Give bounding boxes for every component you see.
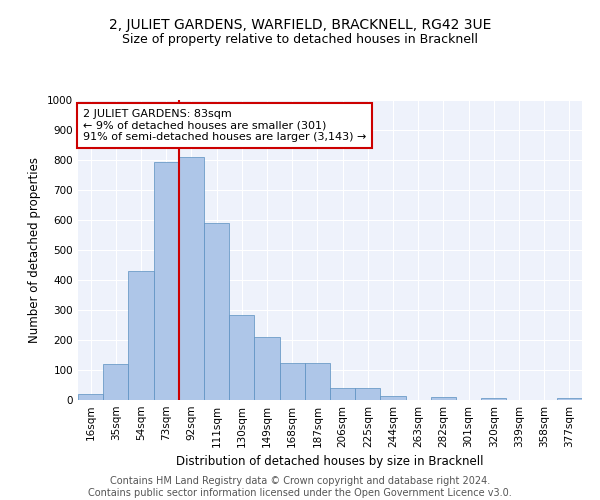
Bar xyxy=(330,388,355,400)
X-axis label: Distribution of detached houses by size in Bracknell: Distribution of detached houses by size … xyxy=(176,456,484,468)
Text: 2, JULIET GARDENS, WARFIELD, BRACKNELL, RG42 3UE: 2, JULIET GARDENS, WARFIELD, BRACKNELL, … xyxy=(109,18,491,32)
Bar xyxy=(431,397,456,400)
Bar xyxy=(481,398,506,400)
Text: Size of property relative to detached houses in Bracknell: Size of property relative to detached ho… xyxy=(122,32,478,46)
Bar xyxy=(229,314,254,400)
Bar xyxy=(204,223,229,400)
Bar xyxy=(103,364,128,400)
Bar xyxy=(78,394,103,400)
Bar xyxy=(128,271,154,400)
Bar xyxy=(154,162,179,400)
Bar xyxy=(305,362,330,400)
Bar xyxy=(557,398,582,400)
Y-axis label: Number of detached properties: Number of detached properties xyxy=(28,157,41,343)
Bar xyxy=(380,396,406,400)
Text: 2 JULIET GARDENS: 83sqm
← 9% of detached houses are smaller (301)
91% of semi-de: 2 JULIET GARDENS: 83sqm ← 9% of detached… xyxy=(83,109,367,142)
Bar xyxy=(254,337,280,400)
Bar xyxy=(280,362,305,400)
Bar xyxy=(179,157,204,400)
Bar xyxy=(355,388,380,400)
Text: Contains HM Land Registry data © Crown copyright and database right 2024.
Contai: Contains HM Land Registry data © Crown c… xyxy=(88,476,512,498)
